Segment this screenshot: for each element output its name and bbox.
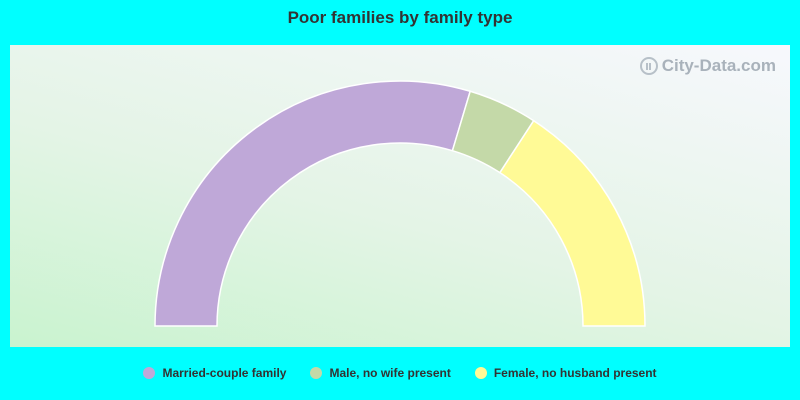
legend-swatch [310, 367, 323, 379]
plot-area: City-Data.com [10, 45, 790, 347]
legend-label: Male, no wife present [329, 366, 451, 380]
legend-swatch [474, 367, 487, 379]
slice-3[interactable] [498, 119, 646, 327]
legend-item-1[interactable]: Married-couple family [143, 366, 286, 380]
legend-swatch [143, 367, 156, 379]
semi-donut-chart [154, 80, 646, 327]
watermark: City-Data.com [639, 56, 776, 76]
legend: Married-couple family Male, no wife prese… [0, 366, 800, 380]
legend-item-3[interactable]: Female, no husband present [474, 366, 657, 380]
watermark-text: City-Data.com [661, 56, 776, 75]
legend-label: Female, no husband present [493, 366, 657, 380]
slice-1[interactable] [154, 80, 472, 327]
chart-title: Poor families by family type [287, 8, 513, 27]
legend-item-2[interactable]: Male, no wife present [310, 366, 451, 380]
legend-label: Married-couple family [162, 366, 287, 380]
magnifier-chart-icon [639, 57, 658, 75]
